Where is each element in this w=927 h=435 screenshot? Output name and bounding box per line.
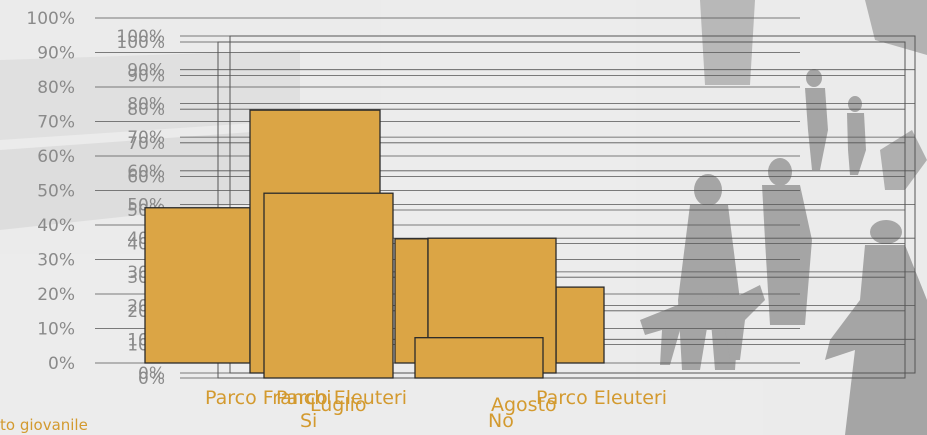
bar <box>263 192 394 379</box>
legend-label: to giovanile <box>0 416 88 434</box>
category-label: Parco Franchi <box>205 387 332 409</box>
y-tick-label: 40% <box>37 216 75 236</box>
bar <box>414 337 544 379</box>
bar <box>144 207 251 364</box>
y-tick-label: 60% <box>127 162 165 182</box>
bar <box>555 286 605 364</box>
y-tick-label: 90% <box>37 44 75 64</box>
y-tick-label: 70% <box>37 113 75 133</box>
category-label: Agosto <box>491 394 557 416</box>
y-tick-label: 100% <box>116 27 165 47</box>
y-tick-label: 70% <box>127 128 165 148</box>
y-tick-label: 0% <box>48 354 75 374</box>
y-tick-label: 10% <box>37 320 75 340</box>
y-tick-label: 50% <box>37 182 75 202</box>
category-label: No <box>488 410 514 432</box>
y-tick-label: 0% <box>138 369 165 389</box>
y-tick-label: 20% <box>37 285 75 305</box>
y-tick-label: 90% <box>127 67 165 87</box>
y-tick-label: 70% <box>127 134 165 154</box>
y-tick-label: 30% <box>37 251 75 271</box>
category-label: Parco Eleuteri <box>276 387 407 409</box>
y-tick-label: 80% <box>37 78 75 98</box>
y-tick-label: 90% <box>127 61 165 81</box>
plot-frame <box>229 35 916 374</box>
y-tick-label: 100% <box>116 33 165 53</box>
y-tick-label: 80% <box>127 94 165 114</box>
y-tick-label: 60% <box>127 167 165 187</box>
category-label: Parco Eleuteri <box>536 387 667 409</box>
y-tick-label: 80% <box>127 100 165 120</box>
y-tick-label: 60% <box>37 147 75 167</box>
y-tick-label: 100% <box>26 9 75 29</box>
category-label: Luglio <box>310 394 367 416</box>
y-tick-label: 0% <box>138 364 165 384</box>
category-label: Si <box>300 410 317 432</box>
